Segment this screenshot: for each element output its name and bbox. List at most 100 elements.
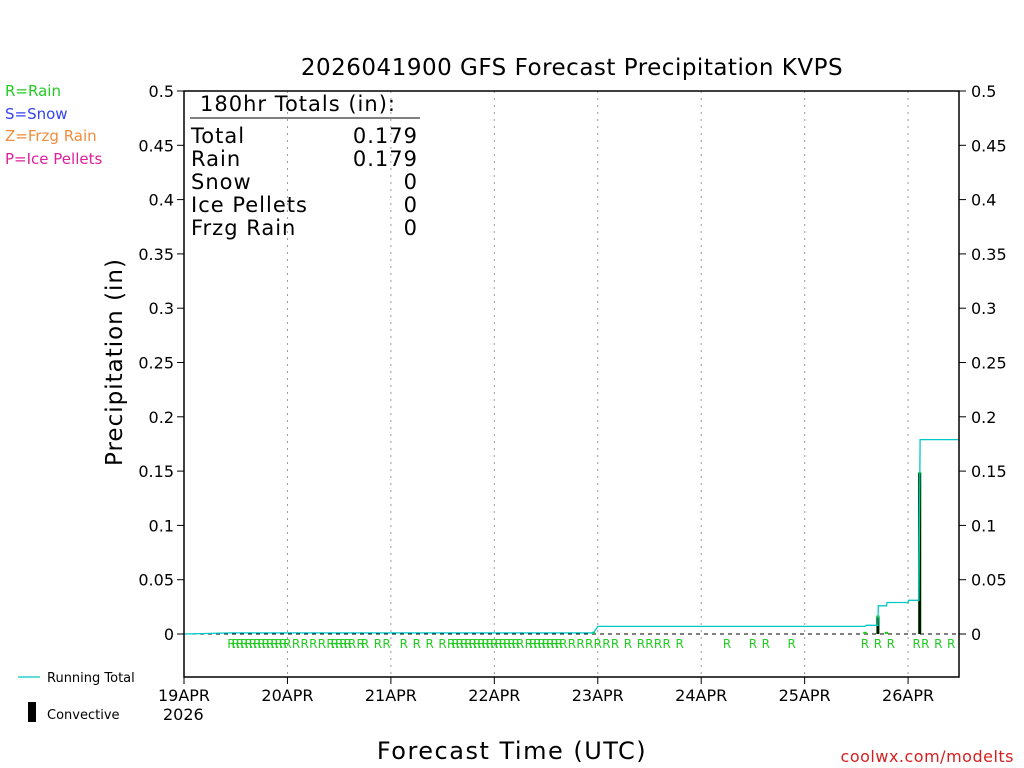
ptype-marker-r: R: [357, 637, 365, 651]
gridlines: [184, 91, 959, 677]
totals-value-ice-pellets: 0: [404, 193, 418, 217]
ptype-marker-r: R: [344, 637, 352, 651]
ptype-marker-r: R: [762, 637, 770, 651]
y-tick-label-right: 0.2: [971, 408, 996, 427]
ptype-marker-r: R: [512, 637, 520, 651]
ptype-marker-r: R: [499, 637, 507, 651]
x-tick-label: 19APR: [158, 686, 210, 705]
ptype-marker-r: R: [348, 637, 356, 651]
ptype-marker-r: R: [494, 637, 502, 651]
ptype-marker-r: R: [529, 637, 537, 651]
legend-snow: S=Snow: [5, 105, 68, 123]
y-tick-label-right: 0.25: [971, 354, 1007, 373]
y-tick-label-right: 0.15: [971, 462, 1007, 481]
precip-bar: [863, 631, 867, 634]
watermark: coolwx.com/modelts: [841, 747, 1014, 766]
ptype-marker-r: R: [525, 637, 533, 651]
y-tick-label: 0.05: [138, 571, 174, 590]
ptype-marker-r: R: [464, 637, 472, 651]
y-tick-label: 0.2: [149, 408, 174, 427]
ptype-marker-r: R: [326, 637, 334, 651]
ptype-marker-r: R: [473, 637, 481, 651]
ptype-marker-r: R: [400, 637, 408, 651]
x-axis: 19APR 20APR 21APR 22APR 23APR 24APR 25APR 26APR: [158, 677, 934, 705]
ptype-marker-r: R: [568, 637, 576, 651]
ptype-marker-r: R: [913, 637, 921, 651]
ptype-legend: R=Rain S=Snow Z=Frzg Rain P=Ice Pellets: [5, 82, 102, 168]
x-tick-label: 23APR: [572, 686, 624, 705]
ptype-marker-r: R: [309, 637, 317, 651]
y-tick-label-right: 0.35: [971, 245, 1007, 264]
ptype-marker-r: R: [624, 637, 632, 651]
totals-label-ice-pellets: Ice Pellets: [191, 193, 308, 217]
ptype-marker-r: R: [292, 637, 300, 651]
ptype-marker-r: R: [227, 637, 235, 651]
ptype-marker-r: R: [240, 637, 248, 651]
x-tick-label: 24APR: [675, 686, 727, 705]
ptype-marker-r: R: [555, 637, 563, 651]
ptype-marker-r: R: [270, 637, 278, 651]
ptype-marker-r: R: [550, 637, 558, 651]
y-tick-label: 0.1: [149, 516, 174, 535]
totals-value-frzg-rain: 0: [404, 216, 418, 240]
ptype-marker-r: R: [249, 637, 257, 651]
x-tick-label: 21APR: [365, 686, 417, 705]
ptype-marker-r: R: [516, 637, 524, 651]
ptype-marker-r: R: [490, 637, 498, 651]
ptype-marker-r: R: [232, 637, 240, 651]
legend-ice-pellets: P=Ice Pellets: [5, 150, 102, 168]
y-tick-label-right: 0: [971, 625, 981, 644]
ptype-marker-r: R: [266, 637, 274, 651]
ptype-marker-r: R: [887, 637, 895, 651]
x-year-label: 2026: [163, 705, 204, 724]
totals-label-frzg-rain: Frzg Rain: [191, 216, 296, 240]
ptype-marker-r: R: [921, 637, 929, 651]
legend-convective-swatch: [28, 702, 36, 722]
ptype-marker-r: R: [546, 637, 554, 651]
totals-value-snow: 0: [404, 170, 418, 194]
ptype-marker-r: R: [262, 637, 270, 651]
ptype-marker-r: R: [533, 637, 541, 651]
x-tick-label: 25APR: [779, 686, 831, 705]
plot-frame: [183, 90, 960, 678]
ptype-marker-r: R: [637, 637, 645, 651]
ptype-marker-r: R: [654, 637, 662, 651]
ptype-marker-r: R: [451, 637, 459, 651]
chart-title: 2026041900 GFS Forecast Precipitation KV…: [301, 55, 843, 81]
y-axis-right: 0 0.05 0.1 0.15 0.2 0.25 0.3 0.35 0.4 0.45 0.5: [959, 82, 1007, 644]
ptype-marker-r: R: [947, 637, 955, 651]
ptype-marker-r: R: [318, 637, 326, 651]
precip-bars: [591, 472, 922, 634]
y-tick-label: 0.45: [138, 136, 174, 155]
ptype-marker-r: R: [507, 637, 515, 651]
ptype-marker-r: R: [749, 637, 757, 651]
ptype-marker-r: R: [425, 637, 433, 651]
ptype-marker-r: R: [477, 637, 485, 651]
ptype-marker-r: R: [460, 637, 468, 651]
y-tick-label: 0.25: [138, 354, 174, 373]
ptype-marker-r: R: [538, 637, 546, 651]
x-axis-label: Forecast Time (UTC): [377, 737, 647, 765]
y-tick-label-right: 0.3: [971, 299, 996, 318]
x-tick-label: 26APR: [882, 686, 934, 705]
y-tick-label-right: 0.4: [971, 191, 996, 210]
running-total-path: [183, 438, 960, 635]
ptype-marker-r: R: [861, 637, 869, 651]
ptype-marker-r: R: [339, 637, 347, 651]
ptype-marker-r: R: [611, 637, 619, 651]
ptype-marker-r: R: [585, 637, 593, 651]
legend-frzg-rain: Z=Frzg Rain: [5, 127, 97, 145]
x-tick-label: 20APR: [261, 686, 313, 705]
y-tick-label: 0.35: [138, 245, 174, 264]
y-tick-label-right: 0.05: [971, 571, 1007, 590]
precip-bar: [884, 631, 889, 634]
y-tick-label: 0.5: [149, 82, 174, 101]
legend-convective-label: Convective: [47, 708, 120, 723]
y-tick-label: 0: [164, 625, 174, 644]
ptype-marker-r: R: [438, 637, 446, 651]
ptype-marker-r: R: [335, 637, 343, 651]
y-axis-label: Precipitation (in): [102, 258, 128, 466]
ptype-marker-r: R: [301, 637, 309, 651]
